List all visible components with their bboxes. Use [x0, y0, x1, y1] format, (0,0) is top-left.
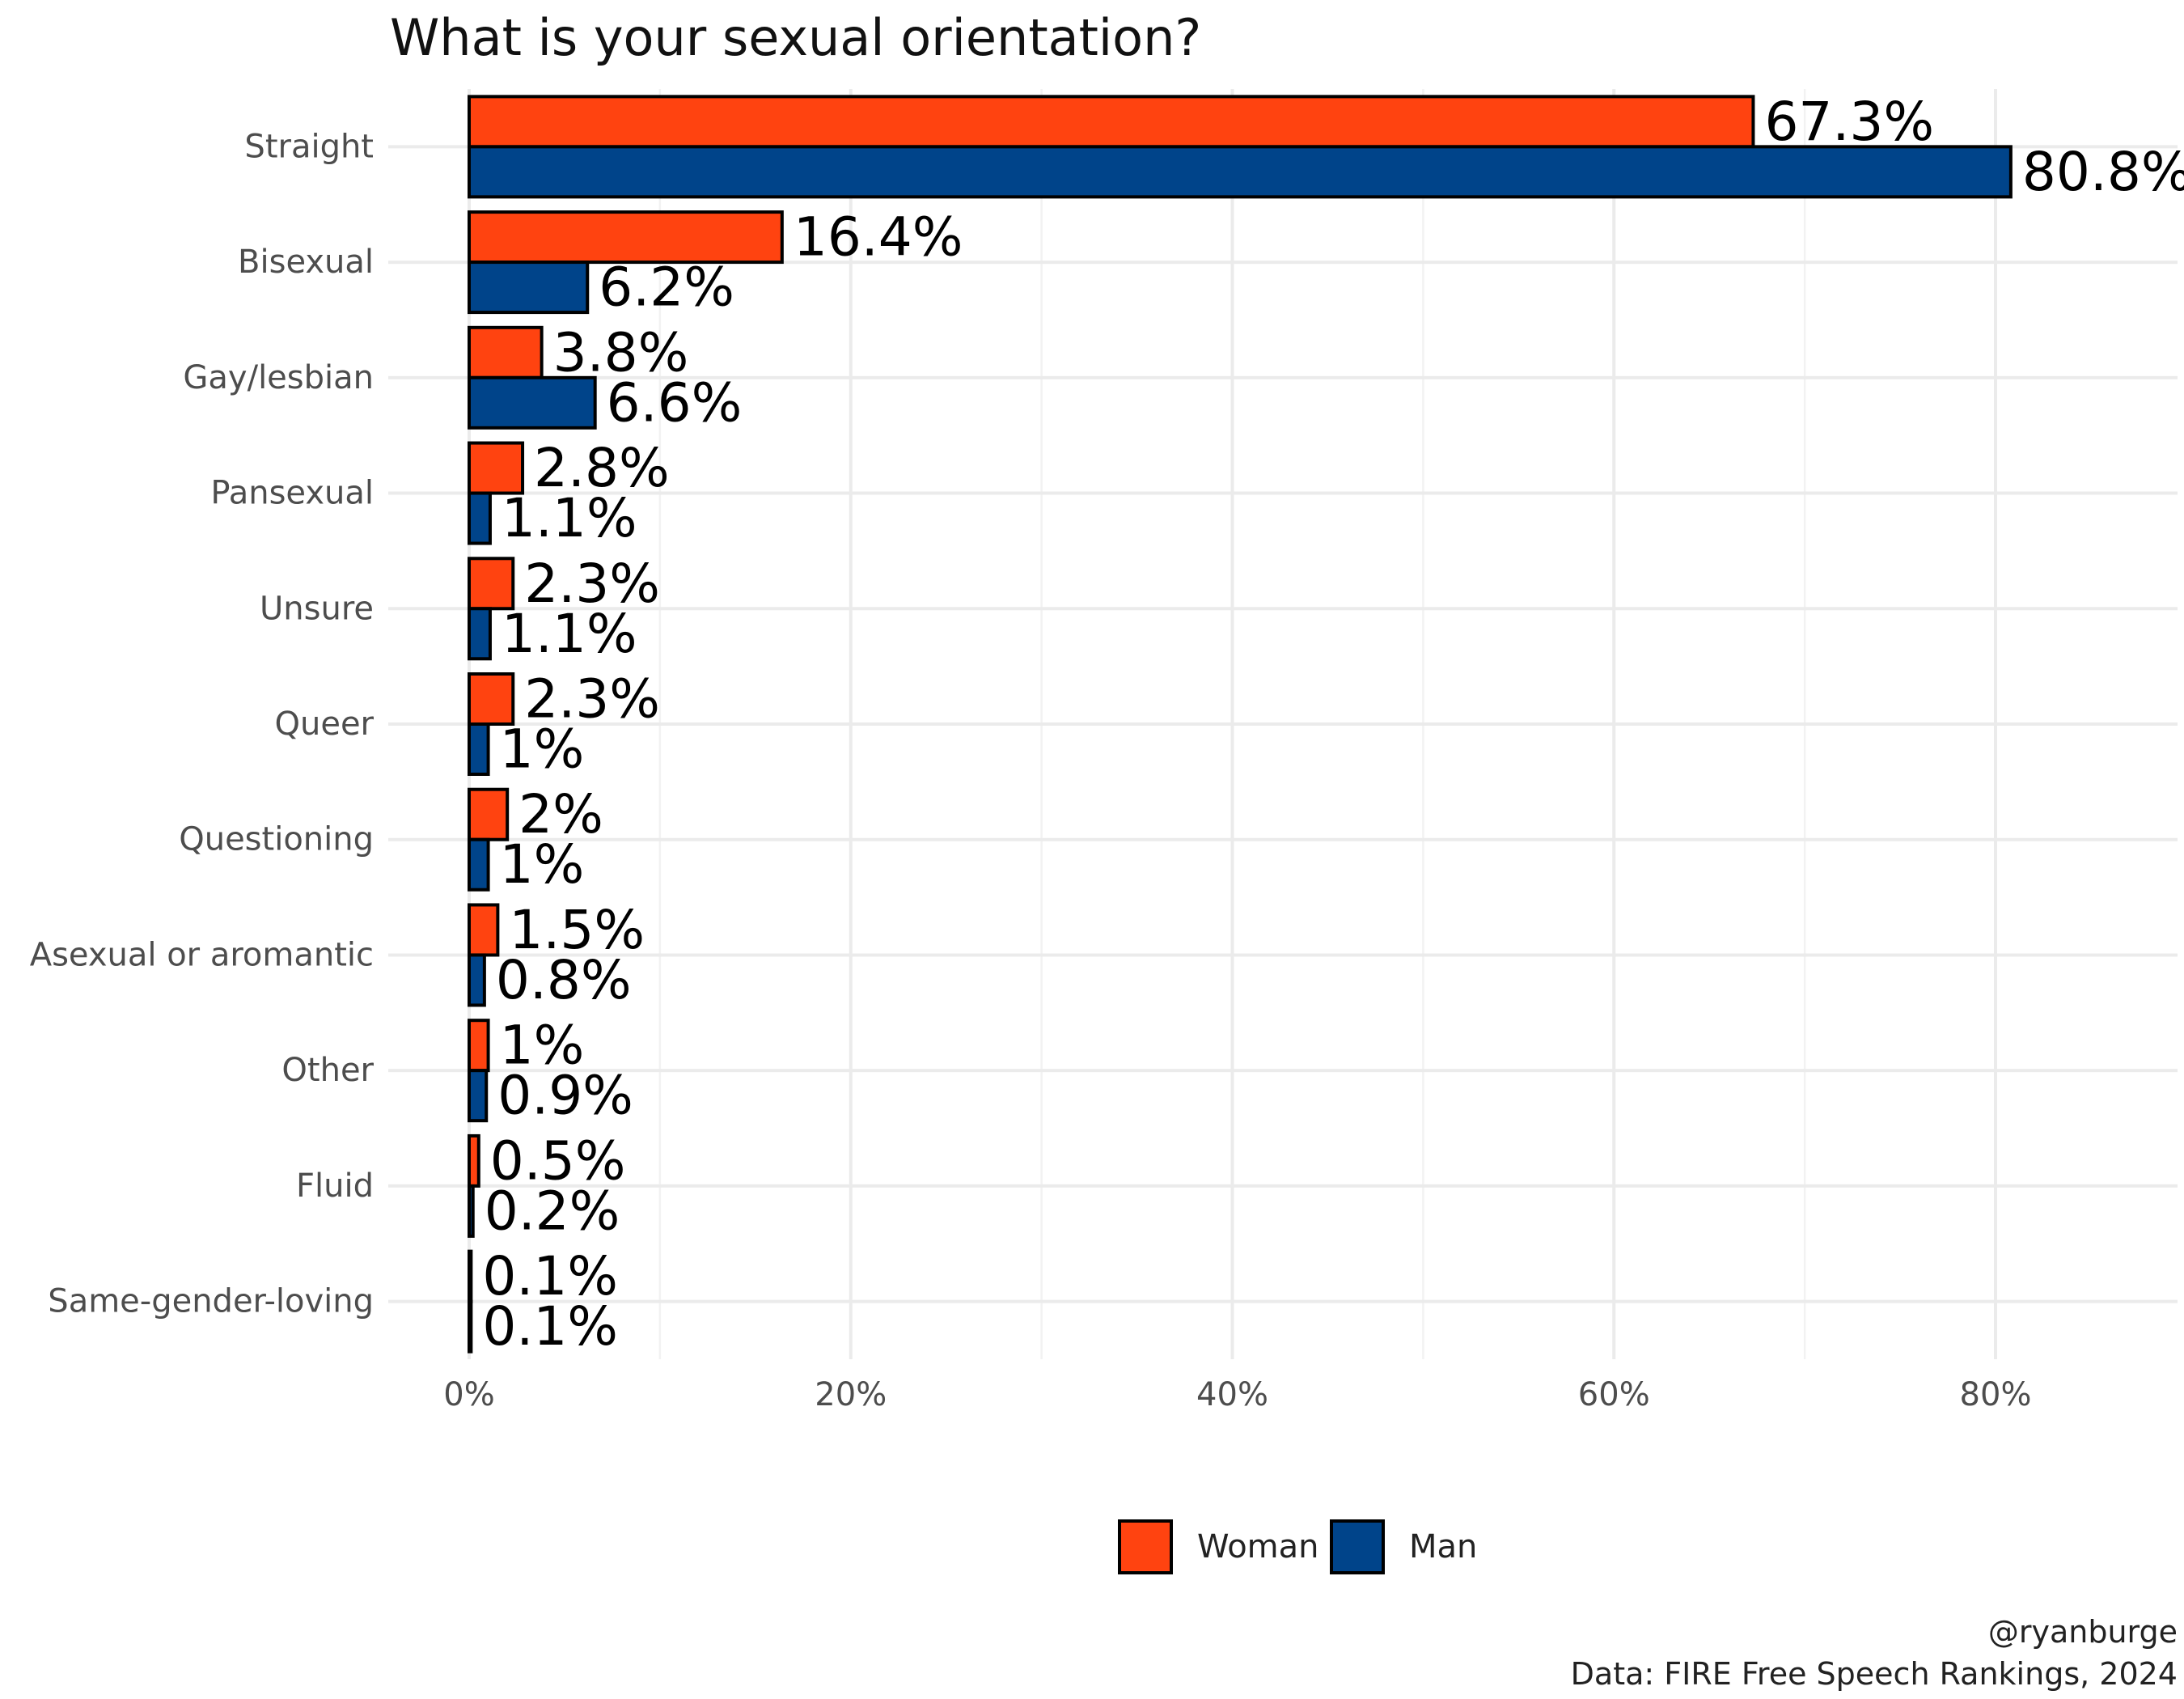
bars	[468, 95, 2013, 1354]
category-label: Same-gender-loving	[48, 1283, 374, 1320]
legend-label: Man	[1409, 1528, 1477, 1566]
data-label: 3.8%	[553, 321, 689, 383]
data-label: 16.4%	[794, 206, 963, 269]
data-label: 1.1%	[502, 603, 637, 665]
bar-woman	[468, 787, 510, 841]
legend-key-woman	[1118, 1519, 1173, 1574]
x-axis: 0% 20% 40% 60% 80%	[443, 1376, 2031, 1413]
caption: @ryanburge Data: FIRE Free Speech Ranking…	[1571, 1614, 2178, 1692]
data-label: 0.9%	[497, 1065, 633, 1127]
data-label: 2.3%	[524, 668, 660, 731]
bar-woman	[468, 1249, 473, 1303]
x-tick-label: 40%	[1196, 1376, 1268, 1413]
data-label: 2.8%	[534, 437, 670, 499]
category-label: Pansexual	[210, 475, 374, 512]
x-tick-label: 20%	[815, 1376, 887, 1413]
bar-woman	[468, 1019, 490, 1073]
bar-man	[468, 722, 490, 776]
bar-woman	[468, 557, 515, 611]
data-label: 0.1%	[482, 1245, 618, 1307]
caption-line: @ryanburge	[1988, 1614, 2178, 1650]
data-label: 2%	[518, 783, 603, 845]
category-label: Asexual or aromantic	[30, 936, 374, 973]
category-label: Straight	[244, 128, 374, 165]
data-label: 1%	[500, 718, 585, 781]
bar-woman	[468, 210, 784, 265]
data-label: 1.5%	[509, 899, 645, 961]
category-label: Questioning	[179, 821, 374, 858]
data-label: 6.6%	[607, 371, 743, 434]
category-label: Other	[281, 1052, 374, 1089]
category-axis: Straight Bisexual Gay/lesbian Pansexual Unsu…	[30, 128, 375, 1320]
bar-man	[468, 1069, 489, 1123]
bar-woman	[468, 441, 525, 495]
data-label: 1%	[500, 833, 585, 896]
data-label: 0.5%	[490, 1129, 626, 1192]
bar-man	[468, 953, 486, 1007]
category-label: Gay/lesbian	[183, 359, 374, 396]
x-tick-label: 80%	[1960, 1376, 2032, 1413]
bar-man	[468, 491, 492, 545]
bar-woman	[468, 95, 1755, 149]
bar-woman	[468, 903, 500, 957]
bar-woman	[468, 672, 515, 726]
caption-line: Data: FIRE Free Speech Rankings, 2024	[1571, 1656, 2178, 1692]
data-label: 1%	[500, 1015, 585, 1077]
data-label: 2.3%	[524, 553, 660, 615]
bar-man	[468, 607, 492, 661]
category-label: Queer	[275, 705, 375, 743]
bar-man	[468, 837, 490, 892]
data-label: 0.8%	[496, 949, 632, 1011]
chart-title: What is your sexual orientation?	[390, 8, 1201, 67]
data-label: 1.1%	[502, 487, 637, 549]
bar-woman	[468, 1133, 480, 1188]
bar-man	[468, 1184, 475, 1238]
bar-man	[468, 375, 597, 430]
bar-man	[468, 1299, 473, 1354]
bar-woman	[468, 325, 544, 379]
data-label: 6.2%	[599, 256, 734, 319]
category-label: Bisexual	[238, 244, 374, 281]
bar-man	[468, 261, 590, 315]
data-label: 0.1%	[482, 1295, 618, 1358]
data-label: 67.3%	[1764, 91, 1934, 153]
legend-key-man	[1330, 1519, 1385, 1574]
category-label: Unsure	[260, 590, 374, 627]
data-label: 0.2%	[485, 1180, 620, 1242]
x-tick-label: 0%	[443, 1376, 494, 1413]
x-tick-label: 60%	[1578, 1376, 1650, 1413]
legend: Woman Man	[1118, 1519, 1477, 1574]
data-label: 80.8%	[2022, 141, 2184, 203]
bar-man	[468, 145, 2013, 199]
data-labels: 67.3%16.4%3.8%2.8%2.3%2.3%2%1.5%1%0.5%0.…	[482, 91, 2184, 1358]
legend-label: Woman	[1197, 1528, 1319, 1566]
category-label: Fluid	[296, 1167, 374, 1205]
